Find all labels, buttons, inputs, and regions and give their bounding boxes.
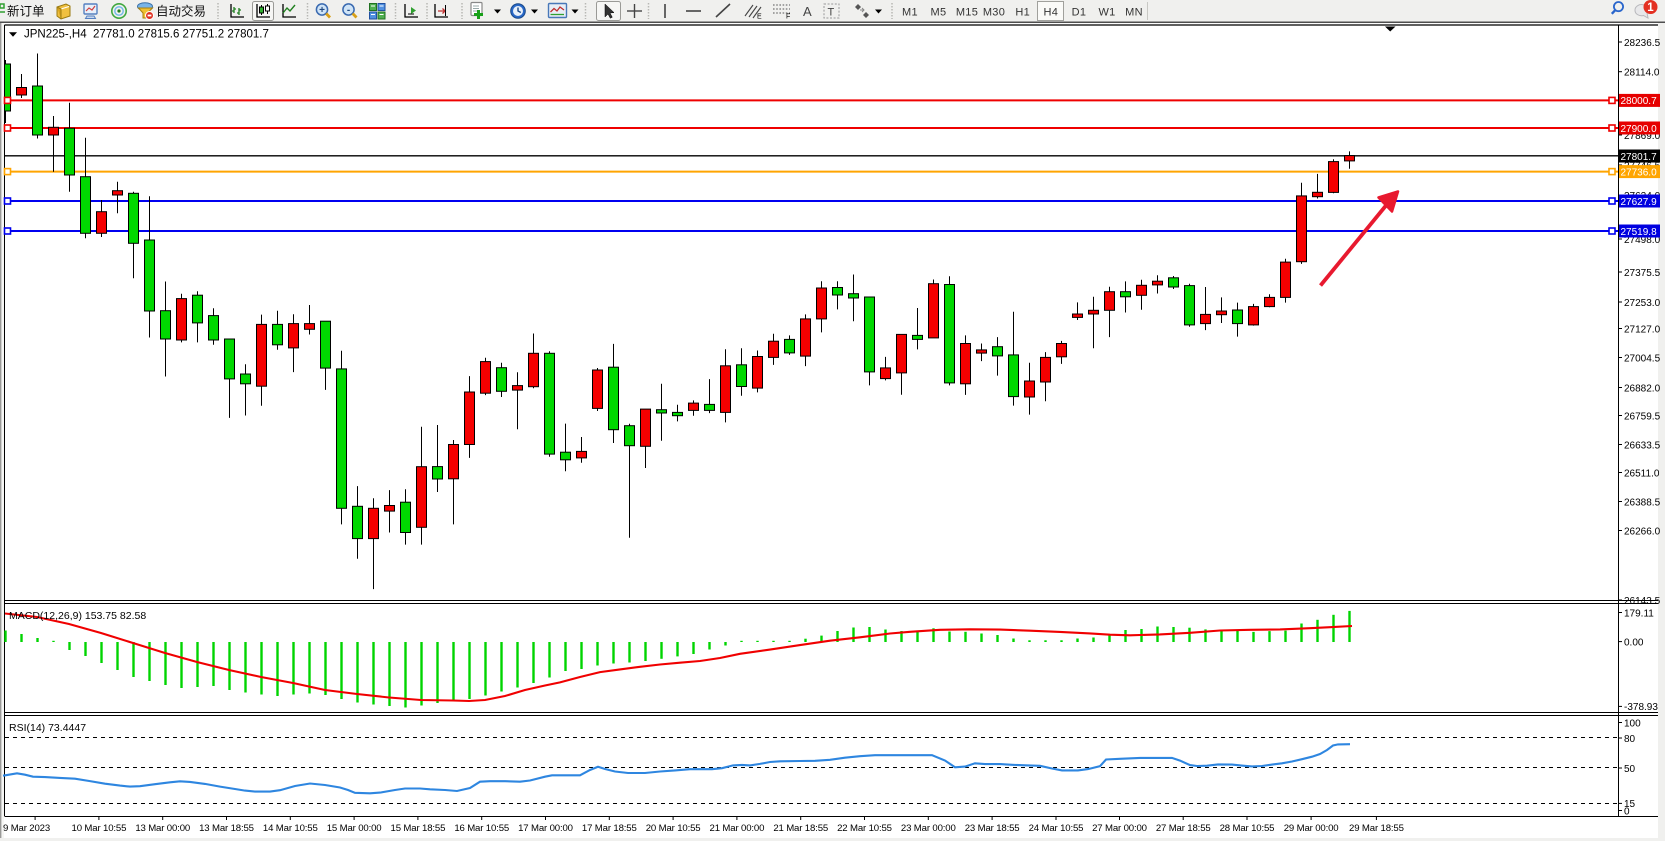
svg-text:A: A bbox=[803, 4, 812, 19]
svg-text:0.00: 0.00 bbox=[1624, 637, 1644, 648]
svg-text:80: 80 bbox=[1624, 734, 1636, 745]
svg-text:179.11: 179.11 bbox=[1624, 608, 1654, 619]
svg-text:24 Mar 10:55: 24 Mar 10:55 bbox=[1029, 823, 1084, 834]
svg-text:29 Mar 18:55: 29 Mar 18:55 bbox=[1349, 823, 1404, 834]
svg-text:1: 1 bbox=[1647, 2, 1654, 14]
svg-text:29 Mar 00:00: 29 Mar 00:00 bbox=[1284, 823, 1339, 834]
svg-text:27900.0: 27900.0 bbox=[1621, 124, 1658, 135]
svg-text:26511.0: 26511.0 bbox=[1624, 468, 1660, 479]
svg-text:自动交易: 自动交易 bbox=[156, 4, 206, 19]
svg-text:27801.7: 27801.7 bbox=[1621, 152, 1658, 163]
svg-text:27736.0: 27736.0 bbox=[1621, 167, 1658, 178]
svg-text:26759.5: 26759.5 bbox=[1624, 411, 1661, 422]
svg-text:JPN225-,H4 27781.0 27815.6 27: JPN225-,H4 27781.0 27815.6 27751.2 27801… bbox=[24, 29, 269, 41]
svg-text:26633.5: 26633.5 bbox=[1624, 440, 1661, 451]
svg-text:21 Mar 00:00: 21 Mar 00:00 bbox=[710, 823, 765, 834]
svg-text:13 Mar 00:00: 13 Mar 00:00 bbox=[135, 823, 190, 834]
svg-text:-: - bbox=[347, 5, 350, 16]
svg-text:27004.5: 27004.5 bbox=[1624, 353, 1661, 364]
svg-text:14 Mar 10:55: 14 Mar 10:55 bbox=[263, 823, 318, 834]
svg-text:M15: M15 bbox=[956, 7, 978, 19]
svg-text:H1: H1 bbox=[1015, 7, 1030, 19]
svg-text:17 Mar 00:00: 17 Mar 00:00 bbox=[518, 823, 573, 834]
svg-text:新订单: 新订单 bbox=[7, 4, 45, 19]
svg-text:50: 50 bbox=[1624, 764, 1636, 775]
svg-text:9 Mar 2023: 9 Mar 2023 bbox=[3, 823, 50, 834]
svg-text:27869.0: 27869.0 bbox=[1624, 131, 1661, 142]
svg-text:13 Mar 18:55: 13 Mar 18:55 bbox=[199, 823, 254, 834]
svg-text:F: F bbox=[786, 14, 790, 21]
svg-text:23 Mar 18:55: 23 Mar 18:55 bbox=[965, 823, 1020, 834]
svg-text:MN: MN bbox=[1125, 7, 1143, 19]
svg-text:28 Mar 10:55: 28 Mar 10:55 bbox=[1220, 823, 1275, 834]
svg-text:28000.7: 28000.7 bbox=[1621, 96, 1658, 107]
svg-text:27519.8: 27519.8 bbox=[1621, 227, 1658, 238]
svg-text:27498.0: 27498.0 bbox=[1624, 235, 1661, 246]
svg-text:26388.5: 26388.5 bbox=[1624, 497, 1661, 508]
svg-text:M30: M30 bbox=[983, 7, 1005, 19]
svg-text:15 Mar 00:00: 15 Mar 00:00 bbox=[327, 823, 382, 834]
svg-text:-378.93: -378.93 bbox=[1624, 702, 1658, 713]
svg-text:27627.9: 27627.9 bbox=[1621, 197, 1658, 208]
svg-text:26266.0: 26266.0 bbox=[1624, 526, 1661, 537]
svg-text:10 Mar 10:55: 10 Mar 10:55 bbox=[72, 823, 127, 834]
svg-text:D1: D1 bbox=[1072, 7, 1087, 19]
svg-text:26143.5: 26143.5 bbox=[1624, 596, 1661, 607]
svg-text:16 Mar 10:55: 16 Mar 10:55 bbox=[454, 823, 509, 834]
svg-text:20 Mar 10:55: 20 Mar 10:55 bbox=[646, 823, 701, 834]
svg-text:21 Mar 18:55: 21 Mar 18:55 bbox=[773, 823, 828, 834]
svg-text:0: 0 bbox=[1624, 806, 1630, 817]
svg-text:28114.0: 28114.0 bbox=[1624, 68, 1660, 79]
svg-text:26882.0: 26882.0 bbox=[1624, 383, 1661, 394]
svg-text:17 Mar 18:55: 17 Mar 18:55 bbox=[582, 823, 637, 834]
svg-text:100: 100 bbox=[1624, 718, 1641, 729]
svg-text:15: 15 bbox=[1624, 799, 1636, 810]
svg-text:23 Mar 00:00: 23 Mar 00:00 bbox=[901, 823, 956, 834]
svg-text:27 Mar 00:00: 27 Mar 00:00 bbox=[1092, 823, 1147, 834]
svg-text:22 Mar 10:55: 22 Mar 10:55 bbox=[837, 823, 892, 834]
svg-text:E: E bbox=[757, 14, 762, 21]
svg-text:27127.0: 27127.0 bbox=[1624, 324, 1661, 335]
svg-text:28236.5: 28236.5 bbox=[1624, 38, 1661, 49]
svg-text:15 Mar 18:55: 15 Mar 18:55 bbox=[391, 823, 446, 834]
svg-text:M5: M5 bbox=[931, 7, 947, 19]
svg-text:W1: W1 bbox=[1098, 7, 1115, 19]
svg-text:M1: M1 bbox=[902, 7, 918, 19]
svg-text:T: T bbox=[828, 7, 835, 19]
svg-text:+: + bbox=[319, 5, 325, 16]
svg-text:MACD(12,26,9) 153.75 82.58: MACD(12,26,9) 153.75 82.58 bbox=[9, 610, 146, 622]
svg-text:27253.0: 27253.0 bbox=[1624, 298, 1661, 309]
svg-text:27375.5: 27375.5 bbox=[1624, 268, 1661, 279]
svg-text:H4: H4 bbox=[1043, 7, 1058, 19]
svg-text:RSI(14) 73.4447: RSI(14) 73.4447 bbox=[9, 722, 86, 734]
svg-text:27 Mar 18:55: 27 Mar 18:55 bbox=[1156, 823, 1211, 834]
